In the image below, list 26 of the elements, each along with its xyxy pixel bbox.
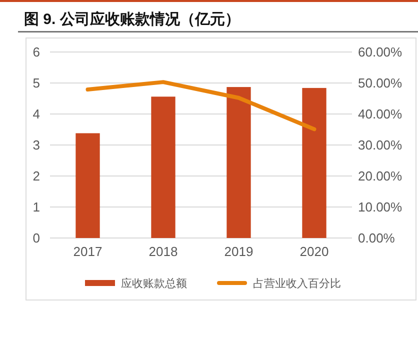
y-tick-label: 6 [32, 44, 40, 60]
bar [151, 96, 176, 238]
legend-label: 占营业收入百分比 [253, 276, 341, 290]
y-tick-label: 5 [32, 76, 40, 91]
x-tick-label: 2019 [224, 244, 254, 259]
y2-tick-label: 50.00% [358, 76, 403, 91]
chart-title: 图 9. 公司应收账款情况（亿元） [24, 10, 240, 28]
y-tick-label: 2 [32, 168, 40, 184]
x-tick-label: 2018 [148, 244, 178, 259]
y2-tick-label: 30.00% [358, 138, 403, 153]
y2-tick-label: 0.00% [358, 230, 396, 246]
y-tick-label: 4 [32, 106, 40, 122]
y2-tick-label: 40.00% [358, 106, 403, 122]
x-tick-label: 2020 [300, 244, 329, 259]
y2-tick-label: 20.00% [358, 168, 403, 184]
y2-tick-label: 60.00% [358, 44, 403, 60]
y-tick-label: 0 [32, 230, 40, 246]
legend-label: 应收账款总额 [121, 276, 187, 290]
line-series [86, 80, 316, 132]
y-tick-label: 3 [32, 138, 40, 153]
y2-tick-label: 10.00% [358, 200, 403, 215]
y-tick-label: 1 [32, 200, 40, 215]
bar [76, 133, 100, 238]
bar [226, 87, 251, 238]
bar [302, 88, 326, 238]
x-tick-label: 2017 [73, 244, 102, 259]
